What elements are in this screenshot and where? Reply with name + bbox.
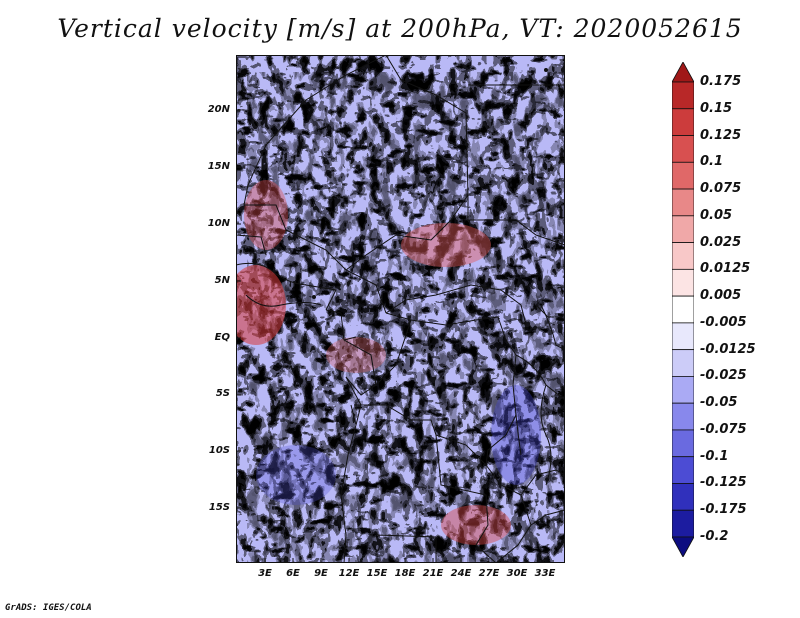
colorbar-label: -0.2 [700, 529, 729, 544]
colorbar-cell [672, 268, 694, 297]
colorbar-label: 0.0125 [700, 261, 751, 277]
map-panel [236, 55, 565, 563]
colorbar-cell [672, 295, 694, 324]
lon-label-21e: 21E [422, 568, 444, 579]
lon-label-3e: 3E [258, 568, 272, 579]
colorbar-cell [672, 509, 694, 538]
colorbar-cell [672, 376, 694, 404]
lat-label-20n: 20N [207, 104, 230, 115]
colorbar-label: -0.125 [700, 475, 747, 491]
colorbar-cell [672, 242, 694, 270]
colorbar-label: 0.075 [700, 181, 742, 197]
grads-credit: GrADS: IGES/COLA [5, 603, 92, 613]
lat-label-15n: 15N [207, 161, 230, 172]
lon-label-18e: 18E [394, 568, 416, 579]
colorbar-label: 0.025 [700, 234, 742, 250]
country-borders [236, 55, 565, 563]
colorbar-label: 0.1 [700, 154, 724, 170]
chart-title: Vertical velocity [m/s] at 200hPa, VT: 2… [57, 14, 743, 43]
colorbar-label: 0.125 [700, 127, 742, 143]
colorbar-cell [672, 402, 694, 431]
lon-label-24e: 24E [450, 568, 472, 579]
colorbar-cell [672, 108, 694, 136]
colorbar-cell [672, 322, 694, 351]
colorbar-label: -0.175 [700, 502, 747, 518]
lat-label-5n: 5N [214, 275, 230, 286]
vertical-velocity-map [236, 55, 565, 563]
colorbar-bottom-arrow [672, 536, 694, 557]
colorbar-label: 0.175 [700, 74, 742, 89]
colorbar-label: -0.025 [700, 368, 747, 384]
lat-label-5s: 5S [215, 388, 230, 399]
lon-label-15e: 15E [366, 568, 388, 579]
lon-label-30e: 30E [506, 568, 528, 579]
colorbar-cell [672, 483, 694, 511]
lon-label-9e: 9E [314, 568, 328, 579]
colorbar [672, 62, 694, 557]
colorbar-label: -0.1 [700, 448, 729, 464]
colorbar-label: -0.005 [700, 314, 747, 330]
lon-label-27e: 27E [478, 568, 500, 579]
colorbar-cell [672, 349, 694, 377]
lat-label-10n: 10N [207, 218, 230, 229]
colorbar-label: -0.0125 [700, 341, 756, 357]
lat-label-eq: EQ [214, 332, 230, 343]
colorbar-label: 0.15 [700, 100, 733, 116]
colorbar-cell [672, 215, 694, 243]
lon-label-12e: 12E [338, 568, 360, 579]
colorbar-cell [672, 188, 694, 217]
colorbar-cell [672, 429, 694, 458]
colorbar-label: 0.05 [700, 207, 733, 223]
lat-tick-marks [236, 109, 241, 509]
colorbar-label: -0.05 [700, 395, 738, 411]
colorbar-cell [672, 161, 694, 190]
lon-label-6e: 6E [286, 568, 300, 579]
colorbar-label: 0.005 [700, 288, 742, 304]
lat-label-10s: 10S [208, 445, 230, 456]
lat-label-15s: 15S [208, 502, 230, 513]
colorbar-label: -0.075 [700, 421, 747, 437]
lon-label-33e: 33E [534, 568, 556, 579]
colorbar-cell [672, 81, 694, 110]
colorbar-cell [672, 456, 694, 484]
map-frame [236, 55, 565, 563]
colorbar-cell [672, 135, 694, 163]
lon-tick-marks [264, 558, 546, 563]
colorbar-top-arrow [672, 62, 694, 83]
